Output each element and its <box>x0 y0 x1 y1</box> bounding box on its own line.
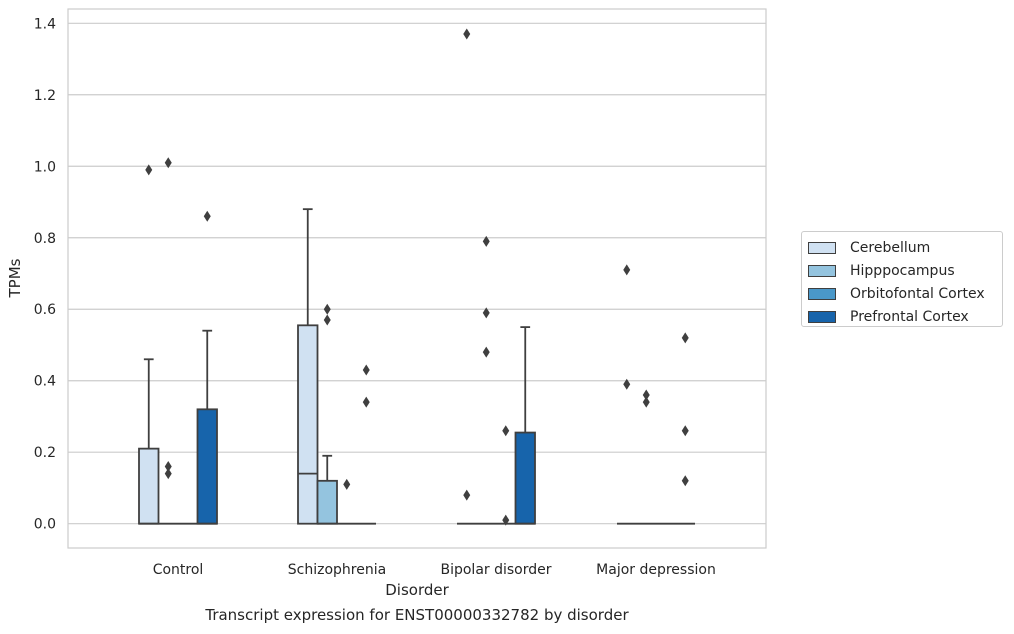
outlier-point <box>323 314 331 326</box>
box-hipppocampus <box>316 303 338 525</box>
y-tick-label: 0.0 <box>34 517 56 533</box>
outlier-point <box>343 478 351 490</box>
box <box>316 479 338 525</box>
box-hipppocampus <box>476 235 496 525</box>
y-axis-ticks: 0.0 0.2 0.4 0.6 0.8 1.0 1.2 1.4 <box>34 16 56 532</box>
y-tick-label: 0.6 <box>34 302 56 318</box>
box <box>196 408 218 525</box>
grid-lines <box>68 22 766 525</box>
box-cerebellum <box>617 264 637 525</box>
box-orbitofontal-cortex <box>337 478 357 525</box>
legend-label: Orbitofontal Cortex <box>850 285 985 302</box>
outlier-point <box>482 307 490 319</box>
box-plot-area <box>138 28 695 526</box>
outlier-point <box>681 332 689 344</box>
figure-caption: Transcript expression for ENST0000033278… <box>205 606 629 624</box>
legend-swatch <box>808 264 836 277</box>
box-prefrontal-cortex <box>356 364 376 525</box>
x-axis-ticks: Control Schizophrenia Bipolar disorder Majo… <box>153 562 716 578</box>
box <box>138 447 160 525</box>
legend-label: Prefrontal Cortex <box>850 308 969 325</box>
box-cerebellum <box>457 28 477 525</box>
y-tick-label: 0.8 <box>34 231 56 247</box>
y-tick-label: 0.2 <box>34 445 56 461</box>
outlier-point <box>463 28 471 40</box>
legend-item: Cerebellum <box>808 236 1002 259</box>
legend-label: Cerebellum <box>850 239 931 256</box>
box-cerebellum <box>297 208 319 525</box>
box-hipppocampus <box>636 389 656 525</box>
x-axis-label: Disorder <box>385 581 449 599</box>
legend-item: Hipppocampus <box>808 259 1002 282</box>
outlier-point <box>623 378 631 390</box>
box <box>297 324 319 525</box>
legend-swatch <box>808 310 836 323</box>
x-tick-label: Control <box>153 562 204 578</box>
outlier-point <box>623 264 631 276</box>
x-tick-label: Schizophrenia <box>288 562 386 578</box>
outlier-point <box>164 461 172 473</box>
outlier-point <box>145 164 153 176</box>
outlier-point <box>642 389 650 401</box>
box <box>514 431 536 525</box>
y-tick-label: 1.4 <box>34 16 56 32</box>
box-prefrontal-cortex <box>514 326 536 525</box>
y-tick-label: 0.4 <box>34 374 56 390</box>
legend-item: Orbitofontal Cortex <box>808 282 1002 305</box>
x-tick-label: Bipolar disorder <box>440 562 551 578</box>
outlier-point <box>463 489 471 501</box>
plot-frame <box>67 8 767 549</box>
y-tick-label: 1.0 <box>34 159 56 175</box>
box-prefrontal-cortex <box>675 332 695 525</box>
outlier-point <box>362 364 370 376</box>
outlier-point <box>203 210 211 222</box>
outlier-point <box>323 303 331 315</box>
outlier-point <box>502 425 510 437</box>
outlier-point <box>164 468 172 480</box>
y-axis-label: TPMs <box>6 258 24 298</box>
outlier-point <box>681 425 689 437</box>
outlier-point <box>642 396 650 408</box>
legend: Cerebellum Hipppocampus Orbitofontal Corte… <box>801 231 1003 327</box>
outlier-point <box>482 346 490 358</box>
legend-swatch <box>808 241 836 254</box>
outlier-point <box>681 475 689 487</box>
box-cerebellum <box>138 164 160 525</box>
box-hipppocampus <box>158 157 178 525</box>
legend-item: Prefrontal Cortex <box>808 305 1002 328</box>
x-tick-label: Major depression <box>596 562 716 578</box>
outlier-point <box>164 157 172 169</box>
box-prefrontal-cortex <box>196 210 218 525</box>
box-orbitofontal-cortex <box>496 425 516 526</box>
legend-label: Hipppocampus <box>850 262 955 279</box>
outlier-point <box>502 514 510 526</box>
y-tick-label: 1.2 <box>34 88 56 104</box>
outlier-point <box>362 396 370 408</box>
legend-swatch <box>808 287 836 300</box>
outlier-point <box>482 235 490 247</box>
